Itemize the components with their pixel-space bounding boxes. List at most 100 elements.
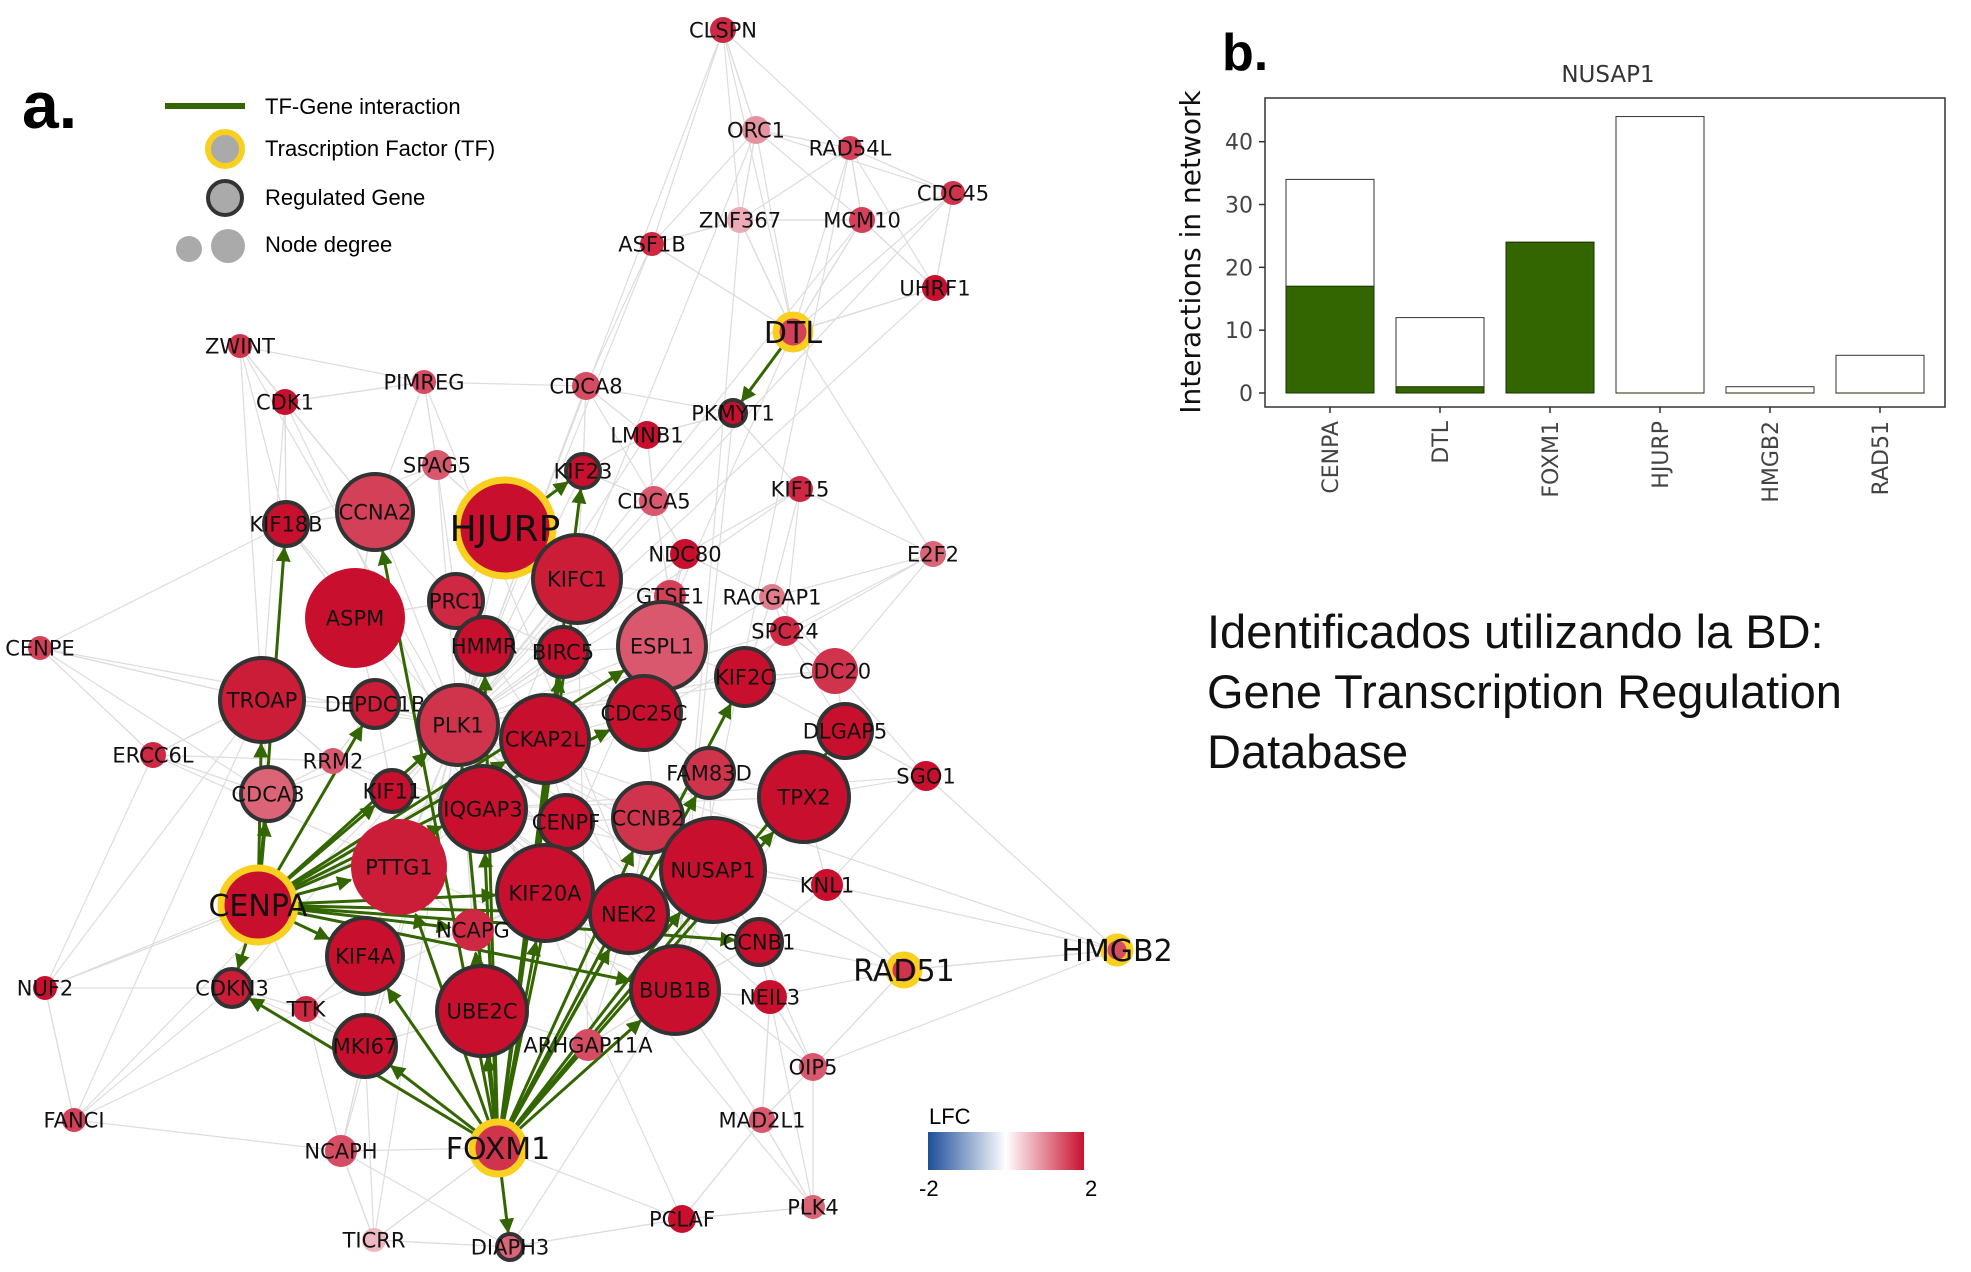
regulation-edge: [275, 725, 364, 874]
network-edge: [497, 1147, 683, 1220]
y-tick-label: 10: [1225, 319, 1253, 344]
node-znf367: ZNF367: [699, 207, 781, 233]
node-circle: [670, 539, 700, 569]
colorbar-title: LFC: [929, 1104, 971, 1129]
node-hjurp: HJURP: [450, 476, 560, 580]
node-label: TICRR: [342, 1229, 406, 1253]
node-cenpe: CENPE: [5, 636, 75, 661]
network-edge: [792, 219, 863, 333]
node-circle: [849, 207, 875, 233]
node-kif2c: KIF2C: [714, 646, 776, 708]
node-label: IQGAP3: [443, 798, 522, 822]
network-edge: [373, 1239, 511, 1248]
node-ncapg: NCAPG: [436, 909, 510, 951]
node-tpx2: TPX2: [757, 750, 851, 844]
node-cdc20: CDC20: [799, 648, 871, 694]
network-edge: [73, 1008, 307, 1121]
node-label: ZWINT: [205, 335, 275, 359]
network-edge: [739, 219, 794, 333]
node-label: NCAPG: [436, 919, 510, 943]
network-edge: [771, 553, 934, 598]
x-tick-label: HMGB2: [1759, 421, 1784, 503]
node-circle: [799, 1053, 827, 1081]
network-edge: [834, 553, 934, 672]
node-circle: [757, 750, 851, 844]
node-label: PRC1: [429, 590, 483, 614]
node-circle: [749, 1107, 775, 1133]
node-uhrf1: UHRF1: [899, 275, 971, 301]
network-edge: [769, 996, 814, 1208]
node-dtl: DTL: [764, 311, 822, 353]
node-label: HMMR: [451, 635, 518, 659]
bars: [1285, 116, 1925, 394]
node-label: DEPDC1B: [325, 693, 426, 717]
node-rad54l: RAD54L: [809, 136, 892, 161]
node-circle: [217, 864, 299, 946]
network-nodes: CLSPN ORC1 RAD54L CDC45 ZNF367 MCM10 ASF1B UHRF…: [5, 17, 1173, 1262]
legend-node-degree: Node degree: [265, 232, 392, 257]
node-label: RAD54L: [809, 137, 892, 161]
network-edge: [722, 29, 851, 149]
node-label: ARHGAP11A: [523, 1034, 653, 1058]
node-spag5: SPAG5: [403, 450, 471, 480]
node-circle: [416, 683, 500, 767]
node-knl1: KNL1: [800, 869, 854, 901]
legend-gene-swatch: [206, 179, 244, 217]
network-edge: [792, 192, 954, 333]
network-edge: [812, 969, 905, 1068]
node-cdc45: CDC45: [917, 181, 989, 206]
node-label: NEIL3: [740, 986, 800, 1010]
node-label: E2F2: [907, 543, 959, 567]
node-pkmyt1: PKMYT1: [691, 398, 775, 428]
node-spc24: SPC24: [751, 616, 819, 646]
legend-degree-large: [211, 229, 245, 263]
y-axis-ticks: 0 10 20 30 40: [1225, 131, 1265, 407]
node-circle: [435, 964, 529, 1058]
bar-rad51-total: [1835, 354, 1925, 394]
node-label: PLK4: [787, 1196, 839, 1220]
node-label: MCM10: [823, 209, 901, 233]
node-rad51: RAD51: [853, 951, 955, 989]
node-label: NUSAP1: [670, 859, 755, 883]
node-circle: [332, 1013, 398, 1079]
node-hmmr: HMMR: [451, 615, 518, 677]
node-circle: [714, 646, 776, 708]
network-edge: [585, 385, 734, 414]
node-circle: [335, 472, 415, 552]
regulation-edge: [499, 1173, 515, 1234]
node-depdc1b: DEPDC1B: [325, 678, 426, 730]
node-espl1: ESPL1: [616, 600, 708, 692]
bar-chart: NUSAP1 Interactions in network 0 10 20 30 40…: [1174, 62, 1946, 503]
node-label: RACGAP1: [722, 586, 821, 610]
node-label: LMNB1: [610, 424, 683, 448]
y-tick-label: 30: [1225, 194, 1253, 219]
network-edge: [653, 500, 671, 597]
y-axis-label: Interactions in network: [1174, 89, 1207, 413]
node-circle: [922, 275, 948, 301]
network-edge: [239, 345, 425, 383]
node-circle: [629, 944, 721, 1036]
node-circle: [640, 232, 664, 256]
network-edge: [792, 147, 851, 333]
node-circle: [659, 816, 767, 924]
regulation-edge: [542, 480, 569, 501]
node-fam83d: FAM83D: [666, 746, 752, 800]
node-circle: [920, 541, 946, 567]
node-cdkn3: CDKN3: [195, 967, 269, 1009]
network-edge: [73, 1119, 342, 1152]
node-oip5: OIP5: [789, 1053, 837, 1081]
network-edge: [44, 987, 75, 1121]
node-label: FAM83D: [666, 762, 752, 786]
node-plk4: PLK4: [787, 1195, 839, 1220]
network-edge: [934, 192, 954, 289]
panel-a-letter: a.: [22, 68, 77, 142]
node-circle: [33, 976, 57, 1000]
bar-cenpa-regulated: [1285, 285, 1375, 394]
network-edge: [44, 699, 263, 989]
node-foxm1: FOXM1: [446, 1118, 550, 1178]
node-ccnb2: CCNB2: [611, 781, 685, 855]
node-circle: [351, 819, 447, 915]
network-edge: [585, 243, 653, 387]
network-edge: [925, 775, 1118, 951]
